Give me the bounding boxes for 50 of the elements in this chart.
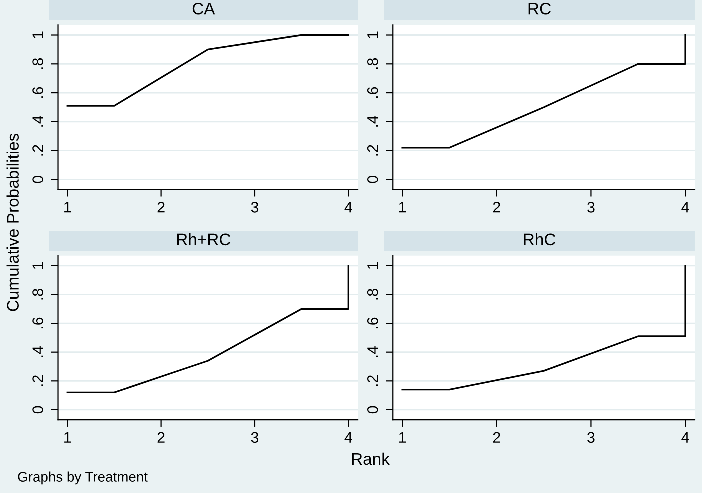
- line-series: [402, 34, 686, 149]
- y-tick-label: 1: [368, 262, 378, 270]
- y-tick-label: .2: [32, 376, 44, 386]
- y-tick-label: .2: [32, 145, 44, 156]
- y-tick-label: 1: [32, 32, 44, 38]
- x-tick-label: 4: [682, 202, 690, 213]
- y-tick-label: .8: [32, 289, 44, 300]
- line-series: [402, 265, 686, 391]
- x-tick-label: 4: [682, 432, 690, 443]
- y-tick-label: .6: [32, 318, 44, 329]
- x-tick-label: 4: [344, 202, 352, 213]
- y-tick-label: 0: [32, 406, 44, 414]
- x-tick-label: 3: [251, 202, 259, 213]
- y-tick-label: 0: [367, 176, 378, 184]
- y-tick-label: .4: [32, 346, 44, 358]
- y-tick-label: .6: [367, 87, 378, 98]
- y-tick-label: .4: [368, 346, 378, 358]
- x-tick-label: 3: [588, 202, 595, 213]
- text: Graphs by Treatment: [18, 472, 148, 485]
- y-axis-title: Cumulative Probabilities: [6, 134, 19, 312]
- x-tick-label: 1: [399, 432, 406, 443]
- y-tick-label: 1: [368, 32, 378, 38]
- y-tick-label: .6: [32, 87, 44, 98]
- y-tick-label: .2: [367, 376, 378, 386]
- x-tick-label: 3: [588, 432, 595, 444]
- y-tick-label: .8: [367, 58, 378, 70]
- chart-title: Rh+RC: [177, 233, 231, 246]
- y-tick-label: .4: [368, 116, 378, 127]
- line-series: [66, 265, 350, 394]
- y-tick-label: 0: [367, 406, 378, 414]
- x-tick-label: 2: [158, 432, 165, 443]
- x-tick-label: 1: [64, 432, 72, 443]
- x-tick-label: 2: [493, 202, 500, 213]
- y-tick-label: .8: [367, 289, 378, 300]
- chart-title: RC: [528, 2, 551, 15]
- x-axis-title: Rank: [352, 452, 390, 466]
- x-tick-label: 3: [251, 432, 259, 444]
- y-tick-label: 0: [32, 176, 44, 184]
- chart-title: RhC: [524, 233, 556, 246]
- y-tick-label: .8: [32, 58, 44, 70]
- x-tick-label: 1: [64, 202, 72, 213]
- x-tick-label: 4: [344, 432, 352, 443]
- y-tick-label: .6: [367, 318, 378, 329]
- x-tick-label: 2: [158, 202, 165, 213]
- y-tick-label: .2: [367, 145, 378, 156]
- y-tick-label: .4: [32, 116, 44, 127]
- x-tick-label: 1: [399, 202, 406, 213]
- x-tick-label: 2: [493, 432, 500, 443]
- y-tick-label: 1: [32, 262, 44, 270]
- chart-title: CA: [192, 2, 216, 15]
